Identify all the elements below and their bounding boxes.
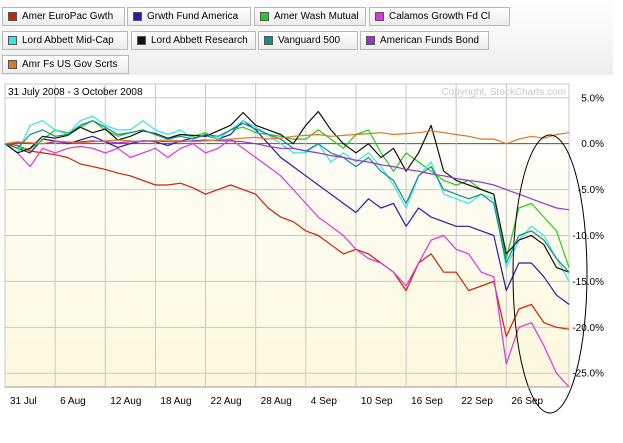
series-line <box>4 138 570 388</box>
x-tick-label: 12 Aug <box>110 396 141 407</box>
legend-item: Vanguard 500 <box>258 31 358 50</box>
legend-swatch <box>8 12 17 21</box>
x-tick-label: 22 Aug <box>211 396 242 407</box>
y-tick-label: 0.0% <box>581 139 604 150</box>
legend-label: American Funds Bond <box>380 35 479 46</box>
series-line <box>4 143 570 338</box>
legend-label: Amr Fs US Gov Scrts <box>22 59 118 70</box>
x-tick-label: 26 Sep <box>511 396 543 407</box>
y-axis: 5.0% 0.0% -5.0% -10.0% -15.0% -20.0% -25.0% <box>572 93 604 379</box>
series-line <box>4 120 570 305</box>
legend-item: American Funds Bond <box>360 31 489 50</box>
legend-item: Amr Fs US Gov Scrts <box>2 55 129 74</box>
legend-swatch <box>137 36 146 45</box>
legend-label: Grwth Fund America <box>147 11 239 22</box>
legend-swatch <box>260 12 269 21</box>
x-tick-label: 16 Sep <box>411 396 443 407</box>
copyright-label: Copyright, StockCharts.com <box>442 87 567 98</box>
legend-swatch <box>133 12 142 21</box>
legend-item: Calamos Growth Fd Cl <box>369 7 510 26</box>
legend-item: Amer EuroPac Gwth <box>2 7 125 26</box>
date-range-label: 31 July 2008 - 3 October 2008 <box>8 87 143 98</box>
y-tick-label: -5.0% <box>578 185 604 196</box>
series-line <box>4 130 570 145</box>
legend-label: Lord Abbett Mid-Cap <box>22 35 114 46</box>
legend-item: Grwth Fund America <box>127 7 251 26</box>
legend-item: Lord Abbett Mid-Cap <box>2 31 128 50</box>
legend-swatch <box>264 36 273 45</box>
y-tick-label: -20.0% <box>572 323 604 334</box>
x-tick-label: 22 Sep <box>461 396 493 407</box>
legend-label: Amer Wash Mutual <box>274 11 359 22</box>
y-tick-label: -25.0% <box>572 369 604 380</box>
y-tick-label: 5.0% <box>581 93 604 104</box>
vertical-gridlines <box>54 84 507 387</box>
x-tick-label: 10 Sep <box>361 396 393 407</box>
legend-label: Lord Abbett Research <box>151 35 248 46</box>
legend-label: Amer EuroPac Gwth <box>22 11 114 22</box>
x-tick-label: 28 Aug <box>261 396 292 407</box>
legend-swatch <box>366 36 375 45</box>
legend-label: Calamos Growth Fd Cl <box>389 11 491 22</box>
x-tick-label: 4 Sep <box>311 396 338 407</box>
x-tick-label: 31 Jul <box>10 396 37 407</box>
legend-swatch <box>375 12 384 21</box>
x-axis: 31 Jul 6 Aug 12 Aug 18 Aug 22 Aug 28 Aug 4 Sep… <box>5 386 569 407</box>
legend-swatch <box>8 36 17 45</box>
x-tick-label: 18 Aug <box>160 396 191 407</box>
legend-swatch <box>8 60 17 69</box>
x-tick-label: 6 Aug <box>60 396 86 407</box>
series-line <box>4 120 570 273</box>
legend-label: Vanguard 500 <box>278 35 341 46</box>
legend-item: Lord Abbett Research <box>131 31 256 50</box>
y-tick-label: -15.0% <box>572 277 604 288</box>
highlight-ellipse <box>512 134 588 414</box>
series-group <box>4 110 570 388</box>
legend: Amer EuroPac Gwth Grwth Fund America Ame… <box>0 0 613 75</box>
y-tick-label: -10.0% <box>572 231 604 242</box>
legend-item: Amer Wash Mutual <box>254 7 366 26</box>
series-line <box>4 110 570 273</box>
